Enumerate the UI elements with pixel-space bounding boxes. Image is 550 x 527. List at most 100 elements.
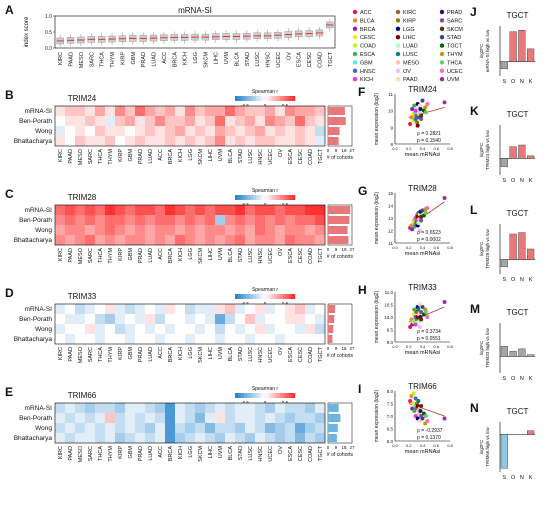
legend-label: LIHC — [403, 35, 416, 41]
heatmap-cell — [95, 126, 106, 136]
bar-xtick: O — [511, 178, 516, 184]
heatmap-cell — [295, 205, 306, 215]
heatmap-cell — [275, 235, 286, 245]
heatmap-cell — [245, 235, 256, 245]
heatmap-cell — [175, 413, 186, 423]
heatmap-cell — [315, 126, 326, 136]
heatmap-frame — [54, 105, 326, 147]
heatmap-cell — [265, 334, 276, 344]
scatter-point — [418, 107, 423, 111]
colorbar-cell — [286, 393, 290, 398]
colorbar-cell — [274, 393, 278, 398]
colorbar-cell — [256, 195, 260, 200]
scatter-ylabel: mean expression (log2) — [374, 192, 380, 245]
heatmap-cell — [155, 126, 166, 136]
legend-dot — [395, 35, 401, 40]
heatmap-cell — [95, 304, 106, 314]
panel-letter: H — [358, 283, 367, 297]
scatter-point — [417, 419, 422, 423]
heatmap-cell — [145, 413, 156, 423]
legend-label: KIRP — [403, 18, 416, 24]
heatmap-cell — [95, 116, 106, 126]
scatter-point — [417, 325, 422, 329]
heatmap-cell — [115, 413, 126, 423]
scatter-ytick: 7.0 — [387, 414, 394, 419]
heatmap-cell — [305, 235, 316, 245]
legend-dot — [352, 43, 358, 48]
legend-dot — [352, 26, 358, 31]
heatmap-cell — [95, 324, 106, 334]
colorbar-cell — [253, 294, 257, 299]
heatmap-cell — [265, 304, 276, 314]
heatmap-cell — [165, 314, 176, 324]
heatmap-cell — [175, 403, 186, 413]
panel-letter: L — [470, 203, 477, 217]
heatmap-row-label: Wong — [35, 326, 52, 333]
scatter-point — [420, 416, 425, 421]
heatmap-xtick: UVM — [218, 149, 224, 162]
colorbar-cell — [259, 195, 263, 200]
heatmap-xtick: UCEC — [268, 347, 274, 363]
heatmap-cell — [145, 423, 156, 433]
heatmap-cell — [265, 215, 276, 225]
heatmap-cell — [145, 334, 156, 344]
bar-rect — [518, 232, 526, 260]
bar-xtick: O — [511, 277, 516, 283]
panel-a-xtick: SARC — [89, 52, 95, 67]
scatter-point — [423, 105, 428, 110]
colorbar-cell — [244, 393, 248, 398]
heatmap-cell — [145, 205, 156, 215]
heatmap-cell — [125, 423, 136, 433]
heatmap-xtick: THYM — [108, 347, 114, 363]
scatter-point — [416, 221, 421, 225]
heatmap-xtick: CESC — [298, 149, 304, 164]
scatter-rho: ρ = -0.2937 — [417, 428, 443, 434]
legend-label: COAD — [360, 44, 376, 50]
legend-label: GBM — [360, 60, 373, 66]
heatmap-cell — [205, 136, 216, 146]
heatmap-cell — [115, 225, 126, 235]
heatmap-row-label: Wong — [35, 425, 52, 432]
heatmap-cell — [295, 304, 306, 314]
heatmap-cell — [145, 106, 156, 116]
heatmap-xtick: CESC — [298, 248, 304, 263]
heatmap-cell — [225, 225, 236, 235]
scatter-xtick: 0.8 — [447, 245, 453, 250]
heatmap-cell — [145, 433, 156, 443]
scatter-rho: ρ = 0.6523 — [417, 230, 441, 236]
heatmap-cell — [295, 106, 306, 116]
hist-bar — [328, 206, 351, 214]
heatmap-cell — [65, 423, 76, 433]
legend-dot — [352, 51, 358, 57]
colorbar-cell — [271, 393, 275, 398]
scatter-point — [442, 416, 447, 421]
scatter-xlabel: mean mRNAsi — [405, 152, 440, 158]
bar-xtick: K — [529, 475, 533, 481]
heatmap-xtick: SKCM — [198, 446, 204, 462]
bar-xtick: N — [520, 79, 524, 85]
colorbar-cell — [253, 393, 257, 398]
colorbar-cell — [256, 393, 260, 398]
heatmap-cell — [65, 106, 76, 116]
heatmap-cell — [215, 215, 226, 225]
heatmap-cell — [135, 225, 146, 235]
heatmap-cell — [145, 225, 156, 235]
heatmap-xtick: PAAD — [68, 149, 74, 164]
scatter-point — [415, 123, 420, 128]
hist-tick: 9 — [335, 346, 338, 351]
heatmap-cell — [135, 136, 146, 146]
scatter-title: TRIM66 — [408, 382, 437, 391]
heatmap-row-label: Ben-Porath — [19, 217, 52, 224]
hist-bar — [328, 424, 338, 432]
heatmap-cell — [305, 205, 316, 215]
heatmap-cell — [145, 304, 156, 314]
heatmap-cell — [225, 235, 236, 245]
heatmap-cell — [115, 235, 126, 245]
bar-ylabel: log2FC — [479, 241, 484, 256]
heatmap-xtick: SARC — [88, 149, 94, 164]
heatmap-cell — [165, 413, 176, 423]
hist-xlabel: # of cohorts — [327, 155, 354, 161]
heatmap-cell — [195, 116, 206, 126]
scatter-ytick: 8.0 — [387, 389, 394, 394]
hist-frame — [327, 402, 353, 444]
